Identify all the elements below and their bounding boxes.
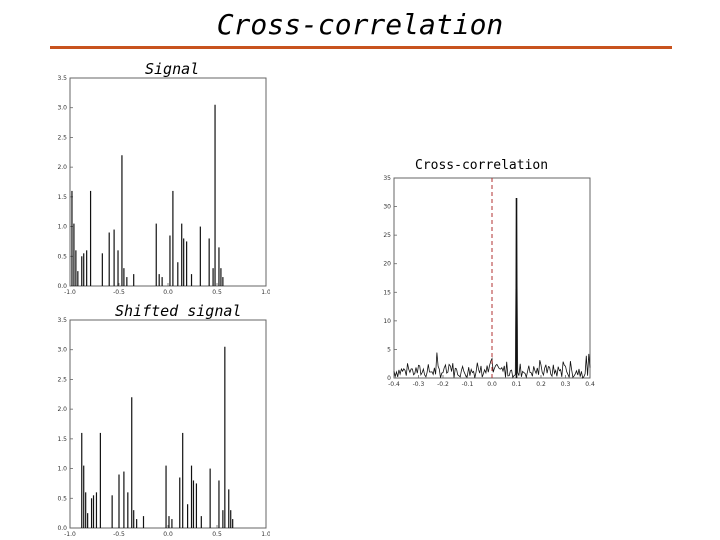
xcorr-ytick-label: 5	[387, 346, 391, 353]
xcorr-ytick-label: 25	[383, 232, 391, 239]
signal-ytick-label: 1.5	[57, 194, 67, 201]
xcorr-ytick-label: 35	[383, 175, 391, 182]
shifted-signal-plot: 0.0 0.5 1.0 1.5 2.0 2.5 3.0 3.5 -1.0 -0.5 0.0 0.5 1.…	[50, 314, 270, 538]
signal-ytick-label: 2.0	[57, 164, 67, 171]
signal-plot: 0.0 0.5 1.0 1.5 2.0 2.5 3.0 3.5 -1.0 -0.5 0.0 0.5 1.…	[50, 72, 270, 300]
signal-xtick-label: -1.0	[64, 289, 76, 296]
slide-title: Cross-correlation	[216, 8, 504, 41]
signal-ytick-label: 1.0	[57, 224, 67, 231]
xcorr-xtick-label: 0.2	[536, 381, 546, 388]
signal-xtick-label: 0.0	[163, 289, 173, 296]
shifted-xtick-label: -0.5	[113, 531, 125, 538]
xcorr-ytick-label: 30	[383, 204, 391, 211]
signal-caption: Signal	[145, 60, 200, 78]
shifted-ytick-label: 1.5	[57, 436, 67, 443]
signal-ytick-label: 2.5	[57, 134, 67, 141]
shifted-xtick-label: 0.0	[163, 531, 173, 538]
xcorr-ytick-label: 15	[383, 289, 391, 296]
xcorr-series-line	[393, 197, 591, 379]
signal-frame	[69, 77, 267, 287]
xcorr-xtick-label: 0.0	[487, 381, 497, 388]
signal-svg: 0.0 0.5 1.0 1.5 2.0 2.5 3.0 3.5 -1.0 -0.5 0.0 0.5 1.…	[57, 75, 270, 296]
cross-correlation-plot: 0 5 10 15 20 25 30 35 -0.4 -0.3 -0.2 -0.1 0.0 0.1 0.2 0…	[372, 170, 598, 390]
shifted-frame	[69, 319, 267, 529]
signal-ytick-label: 3.0	[57, 105, 67, 112]
cross-correlation-caption: Cross-correlation	[415, 158, 549, 173]
xcorr-xtick-label: -0.4	[388, 381, 400, 388]
shifted-ytick-label: 0.0	[57, 525, 67, 532]
signal-ytick-label: 3.5	[57, 75, 67, 82]
xcorr-xtick-label: 0.1	[512, 381, 522, 388]
shifted-ytick-label: 3.0	[57, 347, 67, 354]
xcorr-xtick-label: -0.2	[437, 381, 449, 388]
shifted-signal-caption: Shifted signal	[115, 302, 242, 320]
shifted-xtick-label: -1.0	[64, 531, 76, 538]
xcorr-xtick-label: -0.1	[462, 381, 474, 388]
shifted-ytick-label: 3.5	[57, 317, 67, 324]
shifted-xtick-label: 1.0	[261, 531, 270, 538]
shifted-ytick-label: 1.0	[57, 466, 67, 473]
signal-ytick-label: 0.5	[57, 253, 67, 260]
xcorr-ytick-label: 10	[383, 318, 391, 325]
xcorr-xtick-label: -0.3	[413, 381, 425, 388]
shifted-svg: 0.0 0.5 1.0 1.5 2.0 2.5 3.0 3.5 -1.0 -0.5 0.0 0.5 1.…	[57, 317, 270, 538]
signal-xtick-label: 0.5	[212, 289, 222, 296]
signal-xtick-label: 1.0	[261, 289, 270, 296]
xcorr-ytick-label: 0	[387, 375, 391, 382]
shifted-xtick-label: 0.5	[212, 531, 222, 538]
xcorr-xtick-label: 0.3	[561, 381, 571, 388]
shifted-ytick-label: 2.5	[57, 376, 67, 383]
shifted-ytick-label: 0.5	[57, 495, 67, 502]
shifted-ytick-label: 2.0	[57, 406, 67, 413]
xcorr-svg: 0 5 10 15 20 25 30 35 -0.4 -0.3 -0.2 -0.1 0.0 0.1 0.2 0…	[383, 175, 595, 388]
title-underline	[50, 46, 672, 49]
signal-xtick-label: -0.5	[113, 289, 125, 296]
xcorr-xtick-label: 0.4	[585, 381, 595, 388]
xcorr-ytick-label: 20	[383, 261, 391, 268]
signal-ytick-label: 0.0	[57, 283, 67, 290]
